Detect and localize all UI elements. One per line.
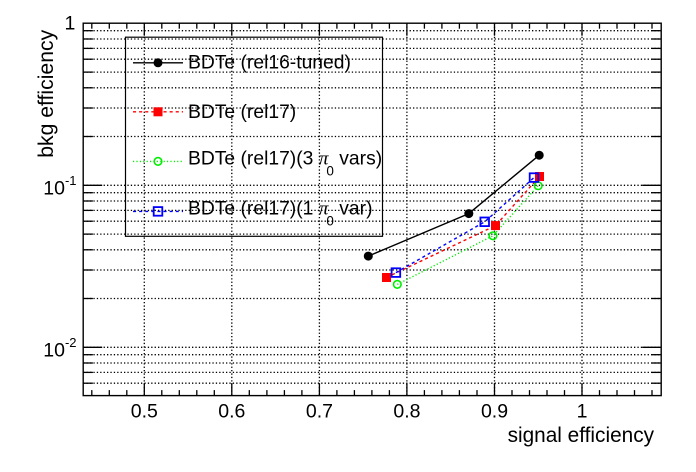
svg-text:signal efficiency: signal efficiency [508, 424, 655, 447]
svg-text:0.6: 0.6 [218, 401, 245, 423]
svg-text:0.9: 0.9 [481, 401, 508, 423]
svg-text:bkg efficiency: bkg efficiency [35, 29, 58, 157]
svg-text:BDTe (rel16-tuned): BDTe (rel16-tuned) [188, 52, 351, 73]
svg-text:0.7: 0.7 [306, 401, 333, 423]
svg-text:1: 1 [577, 401, 588, 423]
svg-text:BDTe (rel17)(3 π0 vars): BDTe (rel17)(3 π0 vars) [188, 148, 382, 178]
svg-text:0.5: 0.5 [131, 401, 158, 423]
svg-text:10-1: 10-1 [43, 173, 76, 199]
svg-text:10-2: 10-2 [43, 335, 76, 361]
svg-text:0.8: 0.8 [393, 401, 420, 423]
svg-text:BDTe (rel17): BDTe (rel17) [188, 102, 296, 123]
svg-text:1: 1 [65, 12, 76, 34]
svg-text:BDTe (rel17)(1 π0 var): BDTe (rel17)(1 π0 var) [188, 198, 372, 228]
